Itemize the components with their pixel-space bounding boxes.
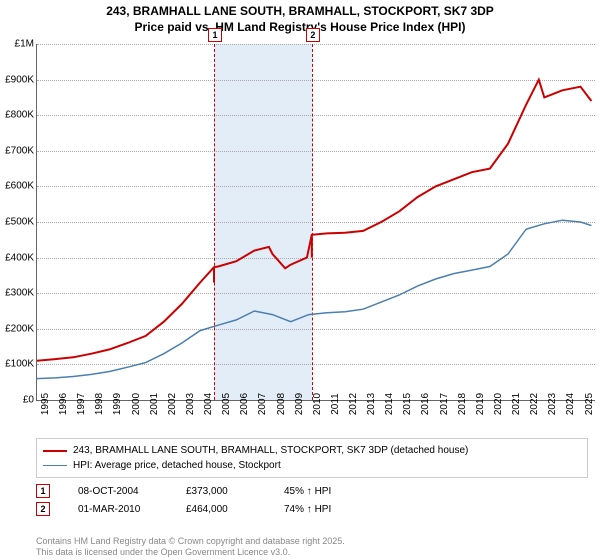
sale-pct: 74% ↑ HPI — [284, 504, 364, 515]
sales-table: 1 08-OCT-2004 £373,000 45% ↑ HPI 2 01-MAR-201… — [36, 482, 364, 518]
x-tick-label: 2010 — [312, 393, 323, 415]
sale-pct: 45% ↑ HPI — [284, 486, 364, 497]
x-tick-label: 2024 — [565, 393, 576, 415]
legend-item: HPI: Average price, detached house, Stoc… — [43, 458, 581, 473]
chart-container: 243, BRAMHALL LANE SOUTH, BRAMHALL, STOC… — [0, 0, 600, 560]
x-tick-label: 1995 — [40, 393, 51, 415]
title-line-1: 243, BRAMHALL LANE SOUTH, BRAMHALL, STOC… — [0, 4, 600, 20]
sale-row: 1 08-OCT-2004 £373,000 45% ↑ HPI — [36, 482, 364, 500]
y-tick-label: £500K — [2, 217, 34, 228]
x-tick-label: 2014 — [384, 393, 395, 415]
x-tick-label: 2018 — [457, 393, 468, 415]
x-tick-label: 1996 — [58, 393, 69, 415]
x-tick-label: 2007 — [257, 393, 268, 415]
copyright-line-2: This data is licensed under the Open Gov… — [36, 547, 345, 558]
x-tick-label: 2011 — [330, 393, 341, 415]
marker-label: 2 — [306, 28, 320, 42]
x-tick-label: 2025 — [584, 393, 595, 415]
copyright: Contains HM Land Registry data © Crown c… — [36, 536, 345, 558]
legend: 243, BRAMHALL LANE SOUTH, BRAMHALL, STOC… — [36, 438, 588, 478]
x-tick-label: 2003 — [185, 393, 196, 415]
copyright-line-1: Contains HM Land Registry data © Crown c… — [36, 536, 345, 547]
sale-marker: 2 — [36, 502, 50, 516]
x-tick-label: 1998 — [94, 393, 105, 415]
x-tick-label: 2005 — [221, 393, 232, 415]
sale-row: 2 01-MAR-2010 £464,000 74% ↑ HPI — [36, 500, 364, 518]
x-tick-label: 2001 — [149, 393, 160, 415]
plot-area: 12 — [36, 44, 595, 401]
title-line-2: Price paid vs. HM Land Registry's House … — [0, 20, 600, 36]
y-tick-label: £800K — [2, 110, 34, 121]
y-tick-label: £700K — [2, 145, 34, 156]
x-tick-label: 2012 — [348, 393, 359, 415]
sale-date: 08-OCT-2004 — [78, 486, 158, 497]
marker-label: 1 — [208, 28, 222, 42]
x-tick-label: 2004 — [203, 393, 214, 415]
y-tick-label: £100K — [2, 359, 34, 370]
sale-price: £464,000 — [186, 504, 256, 515]
x-tick-label: 2015 — [402, 393, 413, 415]
y-tick-label: £600K — [2, 181, 34, 192]
x-tick-label: 2006 — [239, 393, 250, 415]
line-series — [37, 44, 595, 400]
legend-label: HPI: Average price, detached house, Stoc… — [73, 458, 281, 473]
legend-swatch — [43, 465, 67, 466]
y-tick-label: £400K — [2, 252, 34, 263]
x-tick-label: 1999 — [112, 393, 123, 415]
x-tick-label: 2021 — [511, 393, 522, 415]
x-tick-label: 2017 — [439, 393, 450, 415]
y-tick-label: £1M — [2, 39, 34, 50]
series-property — [37, 80, 591, 361]
chart-title: 243, BRAMHALL LANE SOUTH, BRAMHALL, STOC… — [0, 0, 600, 35]
y-tick-label: £900K — [2, 74, 34, 85]
x-tick-label: 2020 — [493, 393, 504, 415]
sale-price: £373,000 — [186, 486, 256, 497]
y-tick-label: £200K — [2, 323, 34, 334]
y-tick-label: £300K — [2, 288, 34, 299]
x-tick-label: 2008 — [276, 393, 287, 415]
x-tick-label: 2000 — [131, 393, 142, 415]
y-tick-label: £0 — [2, 395, 34, 406]
legend-label: 243, BRAMHALL LANE SOUTH, BRAMHALL, STOC… — [73, 443, 468, 458]
legend-swatch — [43, 450, 67, 452]
x-tick-label: 2023 — [547, 393, 558, 415]
x-tick-label: 1997 — [76, 393, 87, 415]
series-hpi — [37, 220, 591, 378]
legend-item: 243, BRAMHALL LANE SOUTH, BRAMHALL, STOC… — [43, 443, 581, 458]
sale-date: 01-MAR-2010 — [78, 504, 158, 515]
x-tick-label: 2022 — [529, 393, 540, 415]
x-tick-label: 2019 — [475, 393, 486, 415]
x-tick-label: 2016 — [420, 393, 431, 415]
x-tick-label: 2002 — [167, 393, 178, 415]
sale-marker: 1 — [36, 484, 50, 498]
x-tick-label: 2009 — [294, 393, 305, 415]
x-tick-label: 2013 — [366, 393, 377, 415]
